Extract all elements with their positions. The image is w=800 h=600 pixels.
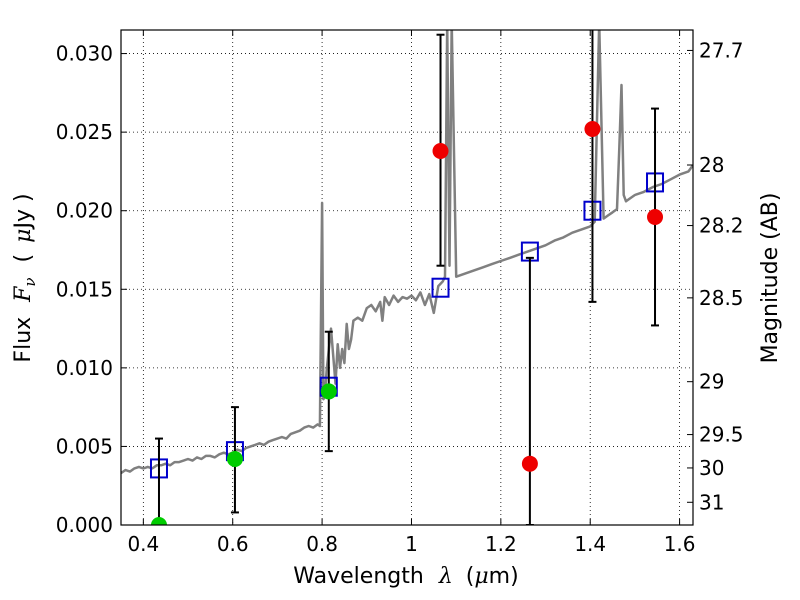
plot-area (121, 30, 693, 525)
y-axis-label-unit-rest: Jy ) (11, 193, 36, 230)
x-axis-label: Wavelength λ (μm) (293, 564, 518, 589)
y2-tick-label: 29.5 (699, 423, 744, 447)
x-axis-label-text: Wavelength (293, 564, 424, 589)
y-tick-label: 0.010 (56, 356, 113, 380)
ground-flux-point (320, 383, 337, 400)
y2-tick-label: 28.5 (699, 286, 744, 310)
plot-frame (120, 29, 694, 526)
x-tick-label: 0.6 (217, 532, 249, 556)
x-axis-label-unit-mu: μ (474, 564, 488, 589)
y-axis-label-text: Flux (11, 317, 36, 363)
grid-lines (121, 30, 693, 526)
y-tick-label: 0.005 (56, 434, 113, 458)
y2-tick-label: 28.2 (699, 214, 744, 238)
hst-flux-point (647, 209, 664, 225)
hst-flux-point (521, 455, 538, 472)
axis-ticks: 0.4 0.6 0.8 1 1.2 1.4 1.6 0.000 0.005 0.010 0.015 0… (56, 30, 744, 556)
hst-flux-point (584, 121, 601, 137)
y2-tick-label: 28 (699, 153, 724, 177)
y2-tick-label: 29 (699, 370, 724, 394)
y-axis-label-unit-open: ( (11, 254, 36, 263)
model-photometry-square (431, 277, 450, 298)
plot-data-group (121, 30, 693, 525)
y-axis-label-symbol-sub: ν (21, 277, 39, 286)
model-spectrum-line (121, 30, 693, 475)
ground-flux-point (226, 451, 243, 467)
y-axis-label: Flux Fν ( μJy ) (11, 193, 41, 362)
y-axis-label-unit-mu: μ (11, 229, 36, 243)
y-tick-label: 0.025 (56, 120, 113, 144)
x-tick-label: 1.6 (664, 532, 696, 556)
x-tick-label: 1.4 (574, 532, 606, 556)
x-tick-label: 0.4 (127, 532, 159, 556)
x-axis-label-unit-rest: m) (489, 564, 519, 589)
y-axis-label-symbol: F (11, 286, 36, 303)
y-tick-label: 0.000 (56, 513, 113, 537)
y2-tick-label: 31 (699, 490, 724, 514)
ground-flux-point (150, 517, 167, 525)
y2-tick-label: 27.7 (699, 38, 744, 62)
y2-tick-label: 30 (699, 456, 724, 480)
x-tick-label: 1 (405, 532, 418, 556)
y2-axis-label: Magnitude (AB) (758, 193, 783, 364)
y-tick-label: 0.030 (56, 42, 113, 66)
x-tick-label: 1.2 (485, 532, 517, 556)
x-axis-label-symbol: λ (438, 564, 453, 589)
y-tick-label: 0.020 (56, 199, 113, 223)
y-tick-label: 0.015 (56, 277, 113, 301)
x-tick-label: 0.8 (306, 532, 338, 556)
x-axis-label-unit-open: ( (466, 564, 475, 589)
hst-flux-point (432, 143, 449, 159)
